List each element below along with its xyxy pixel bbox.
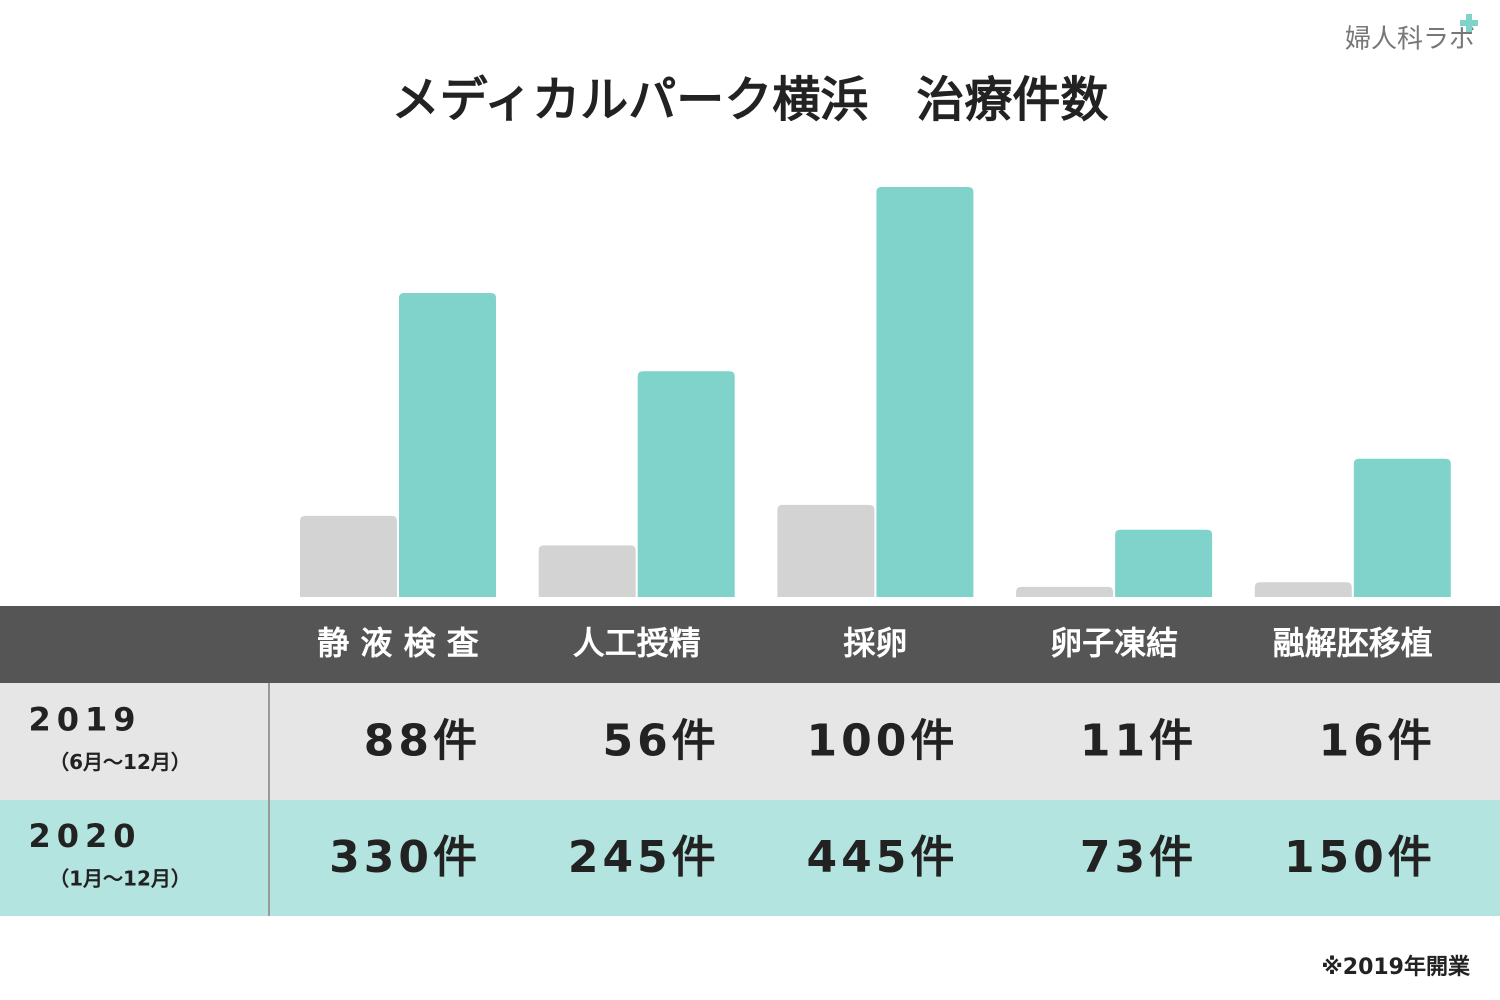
bar <box>1254 582 1352 597</box>
value-label: 100件 <box>807 716 959 767</box>
value-label: 56件 <box>602 716 719 767</box>
value-label: 73件 <box>1080 832 1197 883</box>
row-label: 2019 <box>28 701 141 739</box>
value-label: 11件 <box>1080 716 1197 767</box>
bar <box>637 371 735 597</box>
bar <box>876 187 974 597</box>
value-label: 445件 <box>807 832 959 883</box>
value-label: 16件 <box>1319 716 1436 767</box>
footnote: ※2019年開業 <box>1321 954 1471 980</box>
bar <box>300 515 397 597</box>
value-label: 150件 <box>1284 832 1436 883</box>
row-period: （1月～12月） <box>49 867 191 891</box>
logo-icon <box>1460 14 1478 32</box>
table-row <box>0 683 1500 800</box>
bar <box>1353 458 1451 597</box>
header-band <box>0 606 1500 683</box>
bar <box>1016 586 1114 597</box>
bar <box>538 545 636 597</box>
category-label: 卵子凍結 <box>1050 624 1178 662</box>
value-label: 88件 <box>364 716 481 767</box>
row-label: 2020 <box>28 817 141 855</box>
value-label: 245件 <box>568 832 720 883</box>
bar <box>1115 529 1213 597</box>
category-label: 人工授精 <box>573 624 701 662</box>
chart-title: メディカルパーク横浜 治療件数 <box>392 72 1109 128</box>
bar <box>777 504 875 597</box>
bar <box>399 292 496 597</box>
row-period: （6月～12月） <box>49 750 191 774</box>
value-label: 330件 <box>329 832 481 883</box>
category-label: 採卵 <box>843 624 907 662</box>
category-label: 融解胚移植 <box>1273 624 1433 662</box>
logo: 婦人科ラボ <box>1345 25 1475 55</box>
category-label: 静 液 検 査 <box>317 624 478 662</box>
table-row <box>0 800 1500 916</box>
